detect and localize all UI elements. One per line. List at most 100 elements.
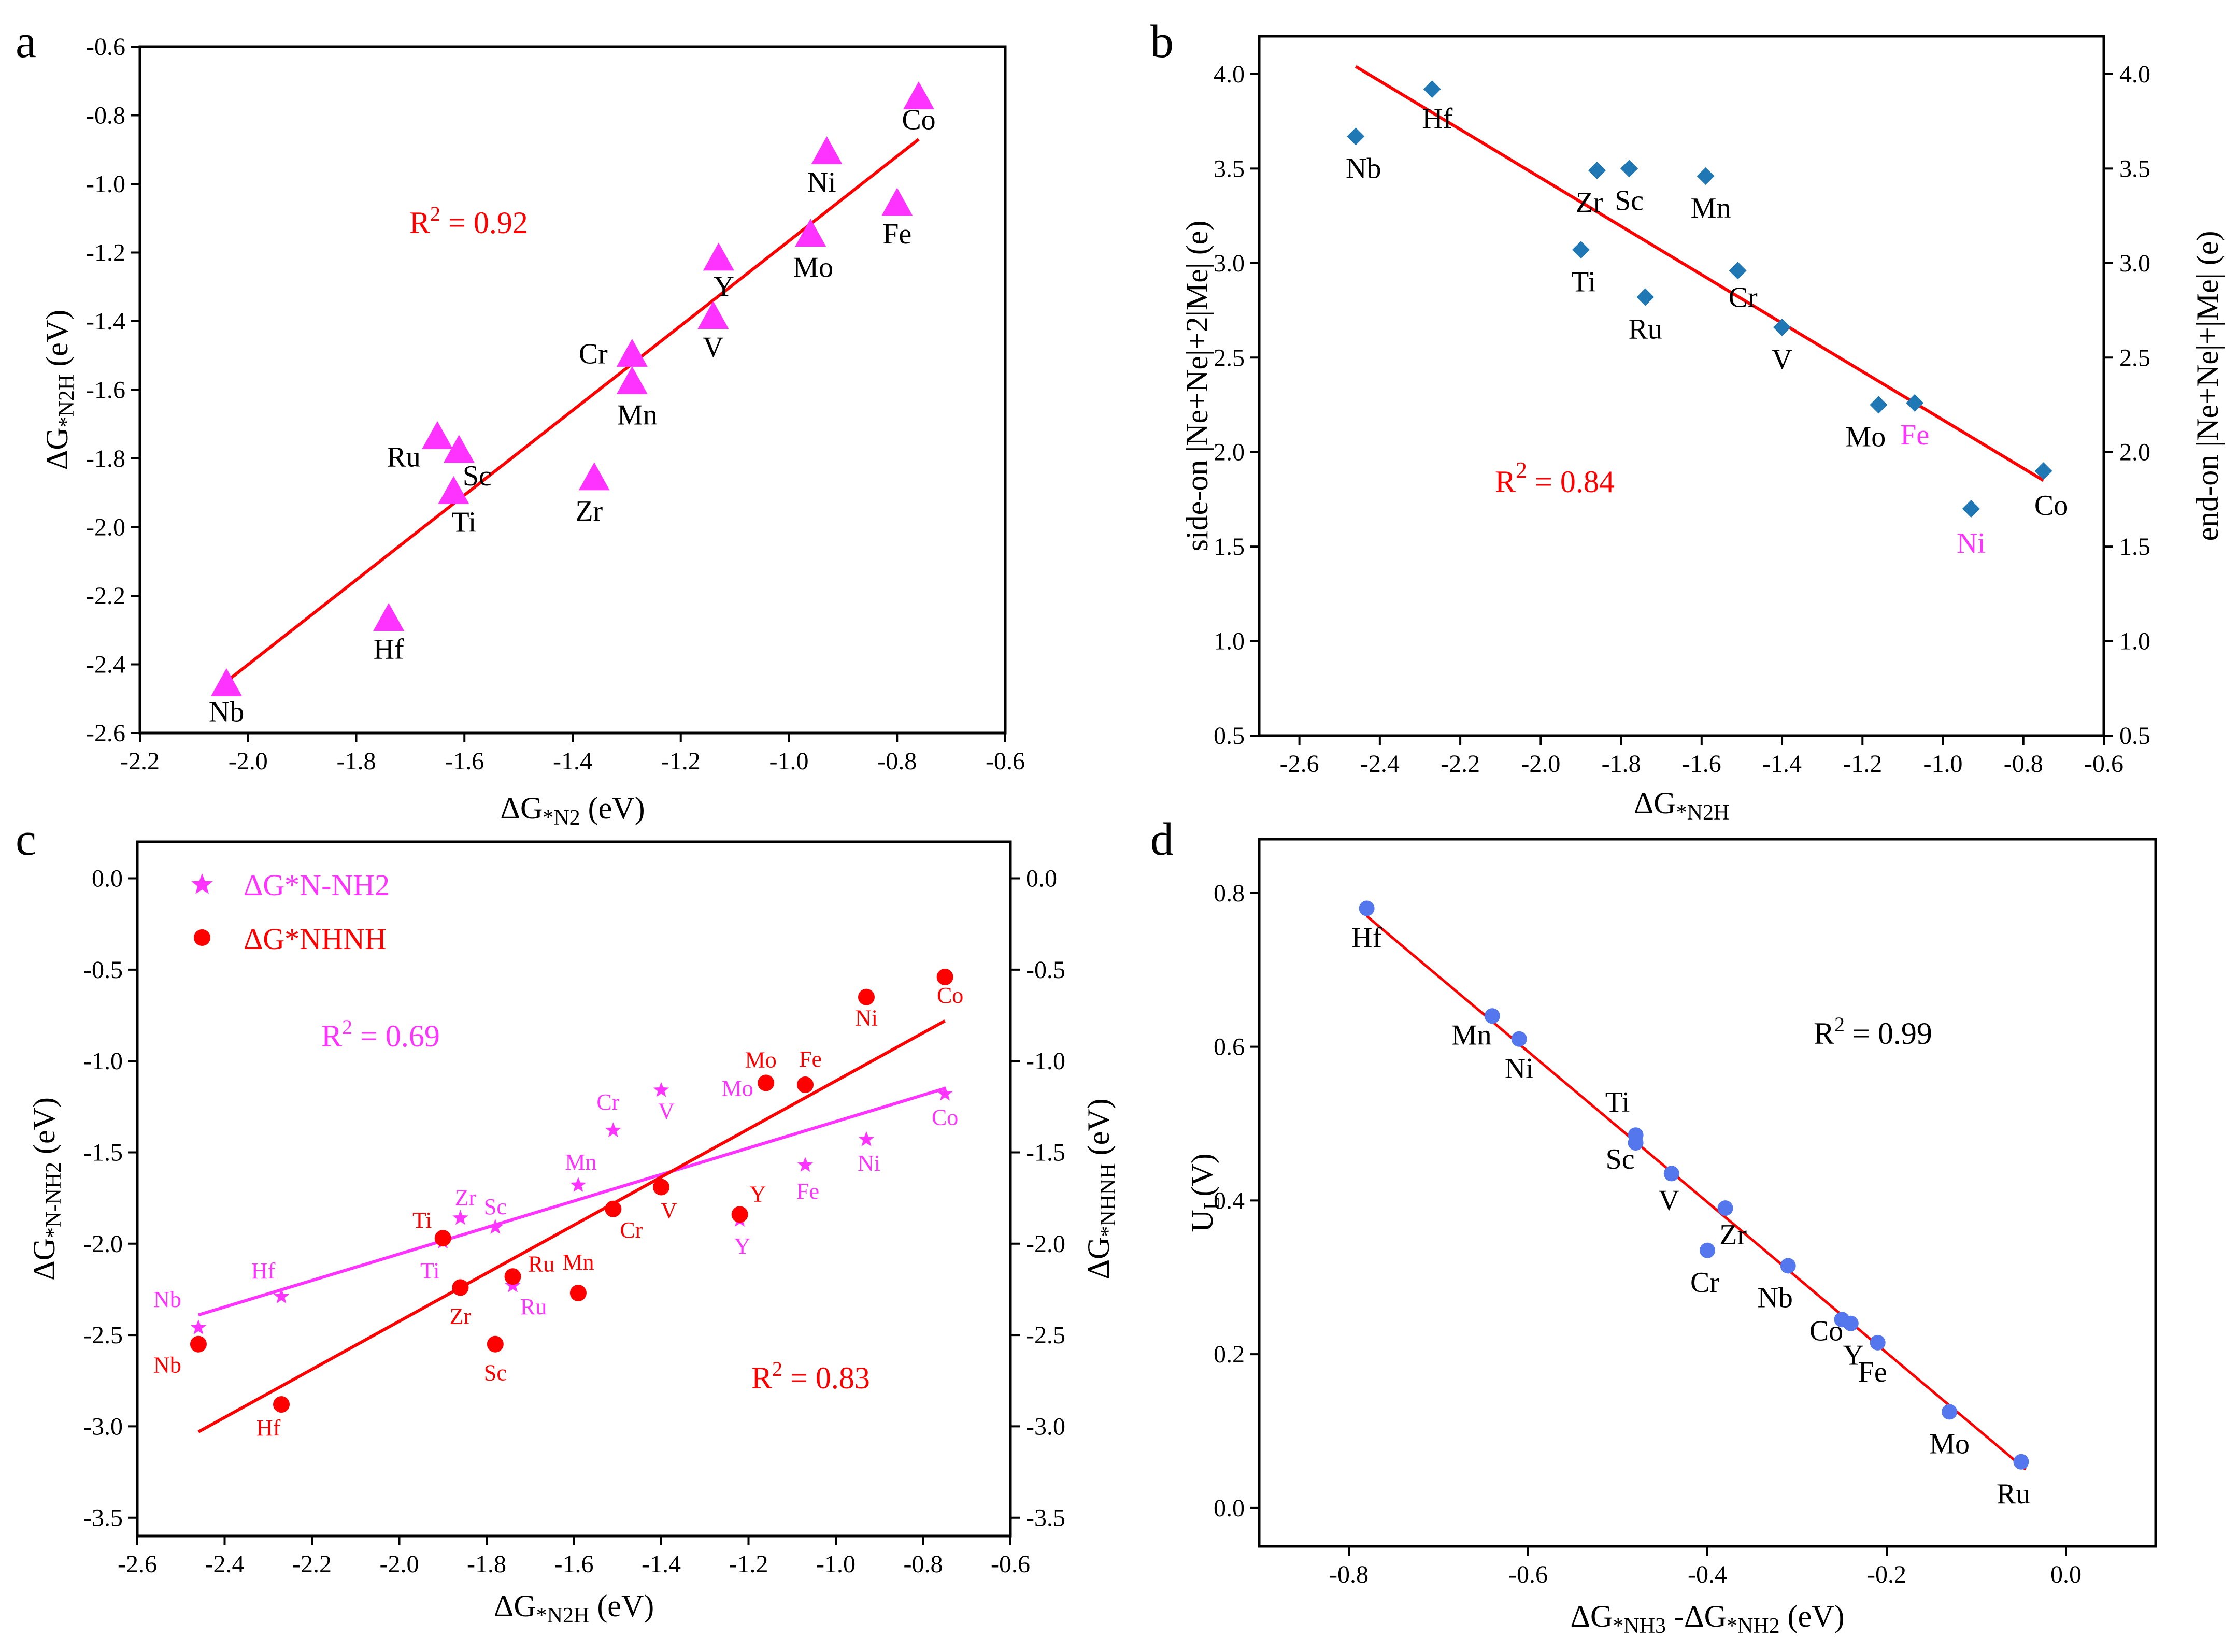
data-point-marker [1572, 241, 1590, 259]
y-axis-label-sub: *N2H [55, 375, 79, 428]
x-axis-label-unit: (eV) [580, 791, 645, 825]
data-point-marker [452, 1210, 468, 1225]
y-axis-label-main: ΔG [40, 427, 74, 470]
data-point-label: Ni [1957, 527, 1986, 559]
y-tick-label: -3.0 [83, 1413, 123, 1440]
data-point-label: Ni [858, 1151, 880, 1176]
data-point-marker [1347, 127, 1365, 146]
data-point-marker [1906, 394, 1924, 412]
data-point-label: Ru [520, 1294, 547, 1319]
x-tick-label: -1.2 [661, 748, 701, 775]
r-squared-value: = 0.84 [1527, 465, 1615, 499]
x-tick-label: -0.8 [2004, 750, 2043, 778]
y-tick-label: 1.5 [1214, 533, 1245, 561]
x-axis-label-main: ΔG [494, 1589, 536, 1623]
data-point-marker [1359, 900, 1375, 916]
data-point-marker [616, 338, 648, 367]
fit-line [198, 1087, 946, 1317]
x-tick-label: -2.2 [1441, 750, 1480, 778]
x-tick-label: -0.4 [1688, 1561, 1727, 1588]
data-point-label: Hf [374, 633, 404, 665]
data-point-label: Zr [1576, 186, 1603, 219]
data-point-marker [653, 1082, 669, 1097]
data-point-label: V [1772, 343, 1792, 376]
data-point-marker [190, 1335, 207, 1353]
y-tick-label: 0.2 [1214, 1341, 1245, 1368]
fit-line [225, 138, 920, 683]
data-point-label: Ni [1505, 1053, 1534, 1085]
data-point-label: Sc [1615, 184, 1644, 217]
data-point-marker [373, 602, 405, 631]
data-point-marker [605, 1200, 622, 1217]
y-tick-label: -2.2 [86, 582, 125, 610]
data-point-marker [605, 1122, 621, 1138]
data-point-label: Sc [1606, 1143, 1635, 1175]
data-point-marker [1628, 1135, 1644, 1151]
x-tick-label: -2.2 [292, 1550, 332, 1578]
x-tick-label: -1.0 [1923, 750, 1963, 778]
data-point-label: Hf [1422, 103, 1452, 135]
data-point-marker [505, 1277, 521, 1292]
data-point-marker [2013, 1454, 2029, 1470]
x-axis-label-main: ΔG [500, 791, 543, 825]
panel-letter: a [16, 16, 36, 67]
data-point-marker [1511, 1031, 1527, 1047]
y2-tick-label: 4.0 [2119, 61, 2150, 88]
data-point-marker [1870, 1334, 1886, 1351]
y-axis-label-sub: L [1200, 1197, 1224, 1210]
x-tick-label: -1.6 [1682, 750, 1721, 778]
data-point-marker [1484, 1008, 1500, 1024]
data-point-marker [937, 1085, 953, 1101]
panel-letter: c [16, 814, 36, 865]
data-point-label: Nb [153, 1353, 181, 1378]
data-point-marker [903, 81, 934, 109]
data-point-label: Fe [1900, 419, 1929, 451]
data-point-marker [1962, 500, 1980, 518]
y-tick-label: 3.0 [1214, 250, 1245, 277]
panel-d: d-0.8 -0.6 -0.4 -0.2 0.00.00.20.40.60.8ΔG*NH… [1150, 814, 2157, 1638]
data-point-label: Nb [1346, 152, 1381, 184]
data-point-label: Cr [596, 1089, 619, 1115]
data-point-label: V [703, 331, 723, 363]
data-point-marker [2034, 462, 2052, 480]
y2-tick-label: 0.0 [1026, 865, 1057, 893]
x-axis-label: ΔG*NH3 -ΔG*NH2 (eV) [1570, 1599, 1844, 1638]
y-tick-label: 4.0 [1214, 61, 1245, 88]
data-point-marker [797, 1157, 814, 1172]
fit-line [197, 1019, 946, 1433]
panel-letter: b [1150, 16, 1174, 67]
x-tick-label: -2.6 [118, 1550, 157, 1578]
data-point-label: Mn [565, 1150, 596, 1175]
r-squared-value: = 0.69 [352, 1019, 440, 1053]
legend-label: ΔG*N-NH2 [244, 868, 390, 902]
y-axis-label-right: end-on |Ne+Ne|+|Me| (e) [2190, 231, 2225, 541]
data-point-marker [434, 1230, 451, 1247]
x-axis-label-sub: *N2 [543, 806, 580, 830]
r-squared-label: R2 = 0.92 [409, 202, 528, 240]
x-tick-label: -1.4 [642, 1550, 681, 1578]
data-point-label: Mn [562, 1249, 594, 1275]
data-point-label: Y [750, 1181, 766, 1206]
y-axis-label-sub: *N-NH2 [42, 1162, 66, 1238]
y-axis-label-main: ΔG [1081, 1237, 1116, 1280]
data-point-label: V [661, 1198, 677, 1223]
plot-frame [138, 45, 1007, 735]
data-point-marker [1942, 1404, 1958, 1420]
data-point-label: Ti [420, 1258, 440, 1283]
y-axis-label-unit: (eV) [40, 310, 74, 375]
data-point-marker [504, 1268, 521, 1285]
x-axis-label-main: ΔG [1570, 1599, 1613, 1633]
data-point-marker [758, 1074, 775, 1091]
data-point-label: Mo [1845, 421, 1886, 453]
data-point-label: Nb [1757, 1282, 1792, 1314]
panel-a: a -2.2 -2.0 -1.8 -1.6 -1.4 -1.2 -1.0 -0.8 -0.6 -2.… [16, 16, 1025, 830]
y2-tick-label: -2.0 [1026, 1230, 1065, 1258]
data-point-marker [273, 1288, 290, 1303]
x-tick-label: -1.2 [729, 1550, 768, 1578]
y-tick-label: 2.5 [1214, 344, 1245, 371]
data-point-label: Co [2034, 490, 2068, 522]
panel-letter: d [1150, 814, 1174, 865]
r-squared-exponent: 2 [1834, 1013, 1845, 1036]
y2-tick-label: -1.5 [1026, 1139, 1065, 1166]
data-point-marker [1870, 396, 1888, 414]
